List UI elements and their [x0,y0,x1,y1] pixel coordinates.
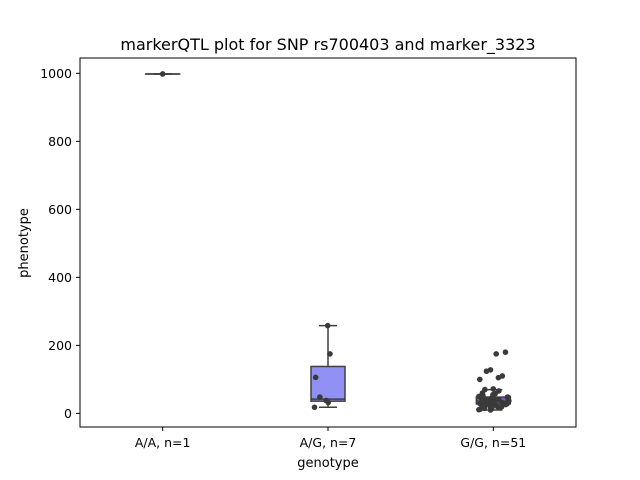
data-point [495,374,502,381]
data-point [487,407,494,413]
x-tick-label: G/G, n=51 [460,435,526,450]
points-layer [159,71,512,413]
y-tick-label: 800 [48,134,72,149]
data-point [477,400,483,407]
data-point [324,322,331,329]
data-point [481,405,488,412]
data-point [312,374,319,381]
y-tick-label: 0 [64,406,72,421]
x-tick-label: A/A, n=1 [135,435,191,450]
data-point [490,386,497,392]
data-point [493,351,499,357]
data-point [476,406,482,413]
box-group [310,324,346,409]
boxes-layer [144,73,512,411]
x-axis: A/A, n=1 A/G, n=7 G/G, n=51 [135,427,526,450]
y-tick-label: 200 [48,338,72,353]
x-axis-title: genotype [297,456,358,471]
x-tick-label: A/G, n=7 [300,435,357,450]
y-axis-title: phenotype [17,208,32,278]
data-point [476,376,483,383]
data-point [327,351,333,357]
y-tick-label: 600 [48,202,72,217]
chart-title: markerQTL plot for SNP rs700403 and mark… [120,35,535,55]
data-point [159,71,166,77]
data-point [483,368,490,375]
y-tick-label: 400 [48,270,72,285]
data-point [317,394,323,400]
data-point [502,349,509,355]
y-axis: 0 200 400 600 800 1000 [40,66,80,421]
data-point [325,399,332,406]
data-point [311,404,318,411]
data-point [495,404,502,411]
iqr-box [310,365,346,402]
y-tick-label: 1000 [40,66,72,81]
